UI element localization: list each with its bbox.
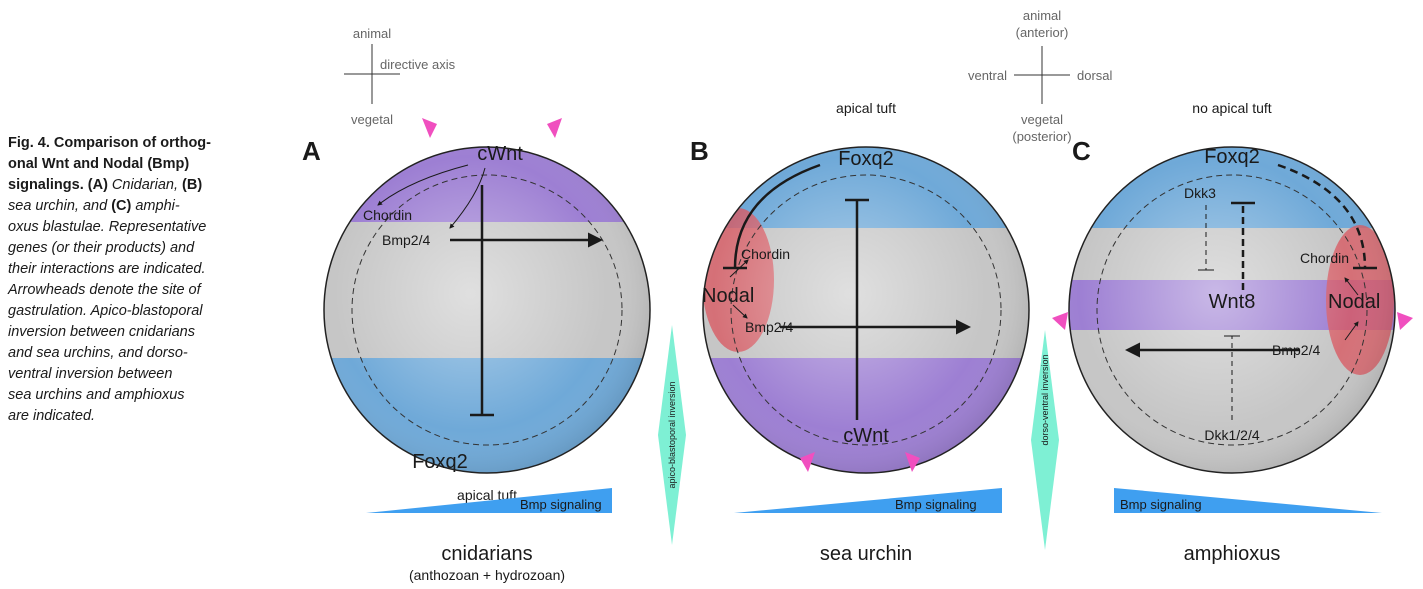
caption-line: gastrulation. Apico-blastoporal — [8, 303, 203, 319]
gene-label: cWnt — [477, 143, 523, 165]
caption-segment: sea urchin, and — [8, 198, 111, 214]
gradient-label: Bmp signaling — [895, 497, 977, 512]
key-label: animal — [1023, 8, 1061, 23]
caption-line: are indicated. — [8, 408, 95, 424]
inversion-label: dorso-ventral inversion — [1040, 354, 1050, 445]
figure: Fig. 4. Comparison of orthog- onal Wnt a… — [0, 0, 1423, 589]
tuft-label: no apical tuft — [1192, 100, 1271, 116]
caption-line: signalings. (A) Cnidarian, (B) — [8, 177, 202, 193]
group-name: sea urchin — [820, 543, 912, 565]
tuft-label: apical tuft — [836, 100, 896, 116]
gene-label: Bmp2/4 — [745, 319, 793, 335]
gastrulation-arrowhead — [547, 118, 562, 138]
caption-segment: (B) — [182, 177, 202, 193]
axis-key — [1014, 46, 1070, 104]
gene-label: Foxq2 — [1204, 146, 1260, 168]
panel-letter: B — [690, 136, 709, 166]
gene-label: Nodal — [1328, 291, 1380, 313]
key-label: vegetal — [1021, 112, 1063, 127]
gastrulation-arrowhead — [1052, 312, 1068, 330]
panel-letter: A — [302, 136, 321, 166]
gene-label: Foxq2 — [412, 451, 468, 473]
caption-line: sea urchins and amphioxus — [8, 387, 185, 403]
gastrulation-arrowhead — [1397, 312, 1413, 330]
caption-line: genes (or their products) and — [8, 240, 195, 256]
gene-label: Dkk3 — [1184, 185, 1216, 201]
gene-label: Bmp2/4 — [382, 232, 430, 248]
key-label: (anterior) — [1016, 25, 1069, 40]
caption-segment: Cnidarian, — [112, 177, 182, 193]
key-label: vegetal — [351, 112, 393, 127]
caption-segment: (C) — [111, 198, 131, 214]
caption-line: inversion between cnidarians — [8, 324, 195, 340]
key-label: dorsal — [1077, 68, 1113, 83]
gradient-label: Bmp signaling — [520, 497, 602, 512]
caption-segment: signalings. (A) — [8, 177, 112, 193]
caption-line: and sea urchins, and dorso- — [8, 345, 188, 361]
gene-label: Chordin — [1300, 250, 1349, 266]
caption-line: Fig. 4. Comparison of orthog- — [8, 135, 211, 151]
gene-label: Dkk1/2/4 — [1204, 427, 1259, 443]
group-name: cnidarians — [441, 543, 532, 565]
inversion-label: apico-blastoporal inversion — [667, 381, 677, 488]
group-name: amphioxus — [1184, 543, 1281, 565]
gene-label: Wnt8 — [1209, 291, 1256, 313]
key-label: ventral — [968, 68, 1007, 83]
gene-label: Foxq2 — [838, 148, 894, 170]
gene-label: Chordin — [741, 246, 790, 262]
gradient-label: Bmp signaling — [1120, 497, 1202, 512]
gene-label: cWnt — [843, 425, 889, 447]
key-label: directive axis — [380, 57, 456, 72]
caption-line: sea urchin, and (C) amphi- — [8, 198, 180, 214]
caption-line: ventral inversion between — [8, 366, 172, 382]
caption: Fig. 4. Comparison of orthog- onal Wnt a… — [7, 135, 211, 424]
caption-segment: amphi- — [131, 198, 180, 214]
gene-label: Nodal — [702, 285, 754, 307]
group-subname: (anthozoan + hydrozoan) — [409, 567, 565, 583]
caption-line: onal Wnt and Nodal (Bmp) — [8, 156, 189, 172]
gastrulation-arrowhead — [422, 118, 437, 138]
axis-key — [344, 44, 400, 104]
key-label: animal — [353, 26, 391, 41]
caption-line: their interactions are indicated. — [8, 261, 205, 277]
gene-label: Bmp2/4 — [1272, 342, 1320, 358]
key-label: (posterior) — [1012, 129, 1071, 144]
caption-line: Arrowheads denote the site of — [7, 282, 203, 298]
panel-letter: C — [1072, 136, 1091, 166]
caption-line: oxus blastulae. Representative — [8, 219, 206, 235]
gene-label: Chordin — [363, 207, 412, 223]
sphere — [320, 140, 660, 490]
